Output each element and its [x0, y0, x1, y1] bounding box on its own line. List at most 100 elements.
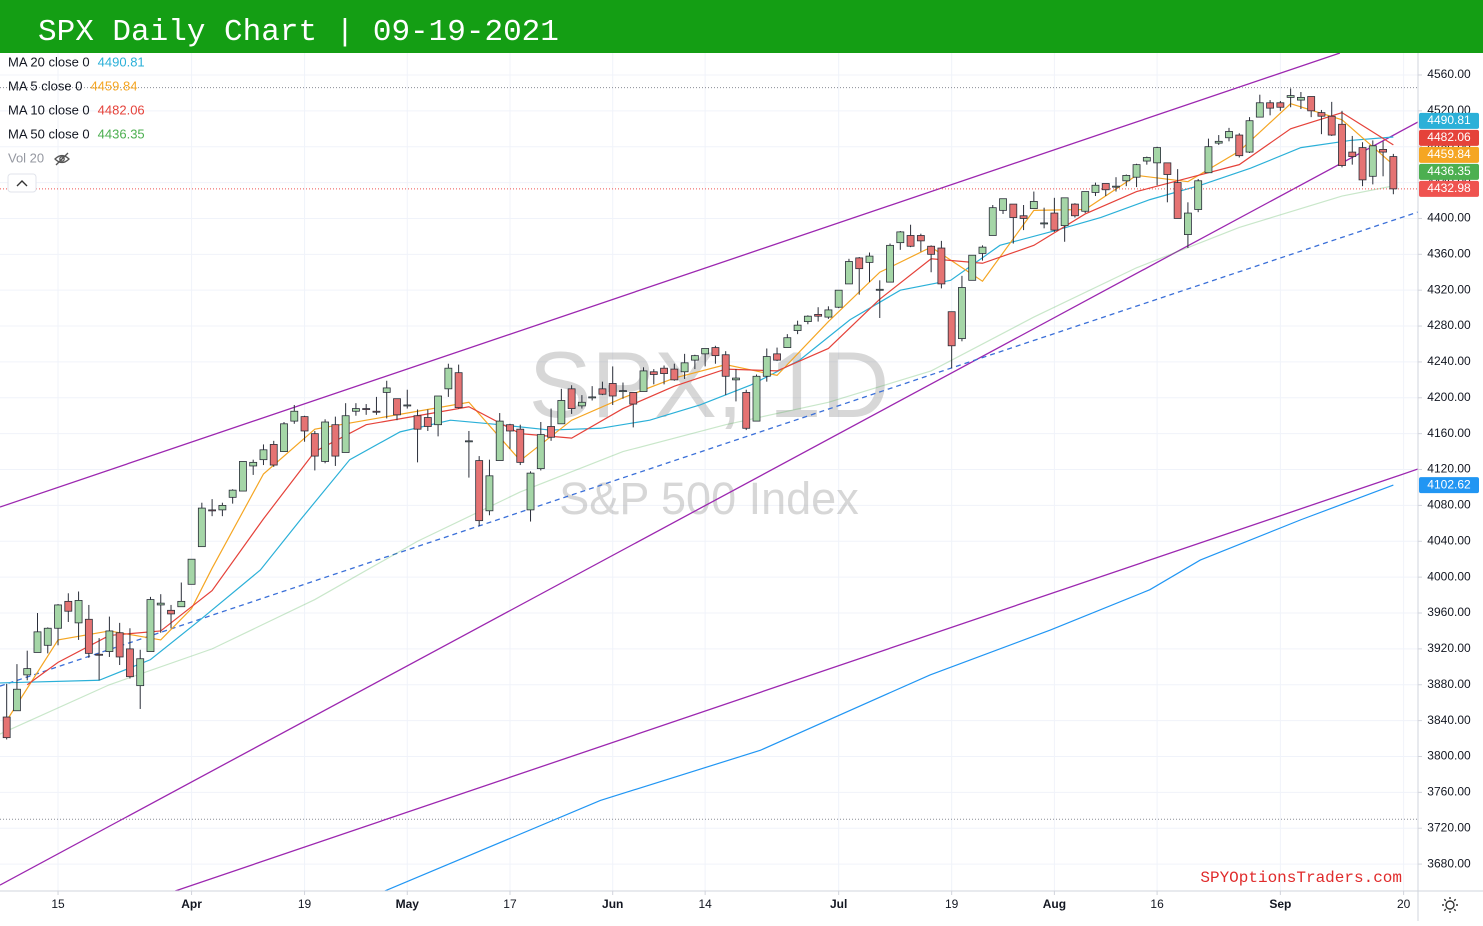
indicator-line — [384, 484, 1394, 891]
candle-body — [690, 355, 699, 361]
candle-body — [1214, 140, 1223, 144]
candle-body — [413, 415, 422, 430]
candle-body — [639, 370, 648, 392]
trendline — [0, 121, 1418, 886]
candle-body — [1379, 148, 1387, 153]
candle-body — [608, 383, 617, 397]
candle-body — [228, 489, 237, 498]
y-tick-label: 3680.00 — [1427, 856, 1471, 870]
candle-body — [1040, 222, 1049, 225]
candle-body — [259, 449, 268, 461]
candle-body — [33, 631, 42, 653]
candle-body — [136, 658, 145, 687]
candle-body — [1358, 147, 1367, 181]
y-tick-label: 3720.00 — [1427, 820, 1471, 834]
candle-body — [95, 653, 104, 656]
candle-body — [115, 632, 124, 658]
candle-body — [896, 231, 905, 244]
candle-body — [1081, 191, 1090, 212]
y-tick-label: 4280.00 — [1427, 318, 1471, 332]
y-tick-label: 4160.00 — [1427, 426, 1471, 440]
candle-body — [999, 198, 1007, 211]
candle-body — [536, 434, 545, 470]
candle-body — [1050, 212, 1059, 231]
x-tick-label: 20 — [1397, 897, 1411, 911]
candle-body — [577, 401, 586, 407]
y-tick-label: 4040.00 — [1427, 533, 1471, 547]
collapse-button[interactable] — [7, 173, 37, 193]
candle-body — [721, 354, 730, 377]
candle-body — [1389, 156, 1398, 190]
candle-body — [321, 421, 329, 462]
candle-body — [1297, 96, 1305, 101]
candle-body — [1194, 180, 1203, 210]
price-label: 4482.06 — [1427, 130, 1471, 144]
candle-body — [1112, 185, 1120, 188]
credit: SPYOptionsTraders.com — [1200, 869, 1402, 887]
candle-body — [1276, 102, 1285, 108]
legend-name: MA 5 close 0 — [8, 78, 82, 93]
y-tick-label: 4080.00 — [1427, 498, 1471, 512]
candle-body — [598, 388, 607, 395]
candle-body — [1348, 151, 1357, 157]
x-tick-label: 17 — [503, 897, 517, 911]
trendline — [0, 53, 1341, 508]
candle-body — [1163, 162, 1172, 175]
candle-body — [269, 444, 278, 466]
price-label: 4490.81 — [1427, 113, 1471, 127]
y-tick-label: 4560.00 — [1427, 67, 1471, 81]
candle-body — [506, 424, 514, 432]
candle-body — [762, 356, 771, 377]
candle-body — [465, 440, 473, 443]
candle-body — [1225, 131, 1233, 139]
candle-body — [619, 390, 627, 393]
candle-body — [2, 716, 11, 739]
candle-body — [146, 599, 155, 652]
x-tick-label: Apr — [181, 897, 202, 911]
legend-name: MA 10 close 0 — [8, 102, 90, 117]
y-tick-label: 4400.00 — [1427, 211, 1471, 225]
hide-icon[interactable] — [54, 152, 70, 166]
candle-body — [280, 423, 288, 452]
axes: 3680.00 3720.00 3760.00 3800.00 3840.00 3880.… — [0, 53, 1483, 921]
y-tick-label: 4200.00 — [1427, 390, 1471, 404]
candle-body — [249, 461, 258, 467]
settings-icon[interactable] — [1442, 897, 1458, 913]
y-tick-label: 3800.00 — [1427, 749, 1471, 763]
price-label-box — [1419, 129, 1479, 146]
trendline — [0, 211, 1418, 687]
candle-body — [927, 245, 936, 255]
candle-body — [588, 396, 597, 399]
candle-body — [64, 600, 73, 612]
candle-body — [516, 428, 525, 463]
price-label: 4102.62 — [1427, 477, 1471, 491]
x-tick-label: 14 — [698, 897, 712, 911]
y-tick-label: 3880.00 — [1427, 677, 1471, 691]
candle-body — [1338, 123, 1346, 166]
candle-body — [1204, 146, 1213, 174]
candle-body — [1245, 120, 1254, 153]
y-tick-label: 3840.00 — [1427, 713, 1471, 727]
candle-body — [444, 367, 453, 390]
candle-body — [1142, 157, 1151, 162]
candle-body — [403, 404, 412, 407]
candle-body — [167, 609, 175, 615]
legend: Vol 20 MA 20 close 0 4490.81 MA 5 close 0 4… — [7, 54, 145, 193]
candle-body — [1009, 203, 1018, 218]
candle-body — [752, 375, 761, 422]
x-tick-label: Aug — [1043, 897, 1066, 911]
trendline — [174, 468, 1418, 891]
candle-body — [968, 254, 977, 281]
candle-body — [1307, 96, 1316, 112]
candle-body — [978, 246, 987, 254]
x-tick-label: 15 — [51, 897, 65, 911]
legend-value: 4459.84 — [90, 78, 137, 93]
candle-body — [382, 387, 391, 393]
candle-body — [855, 257, 864, 270]
candle-body — [701, 348, 710, 355]
candle-body — [773, 353, 781, 361]
candle-body — [290, 410, 299, 422]
candle-body — [43, 627, 52, 646]
candle-body — [393, 398, 401, 416]
candle-body — [845, 261, 853, 285]
